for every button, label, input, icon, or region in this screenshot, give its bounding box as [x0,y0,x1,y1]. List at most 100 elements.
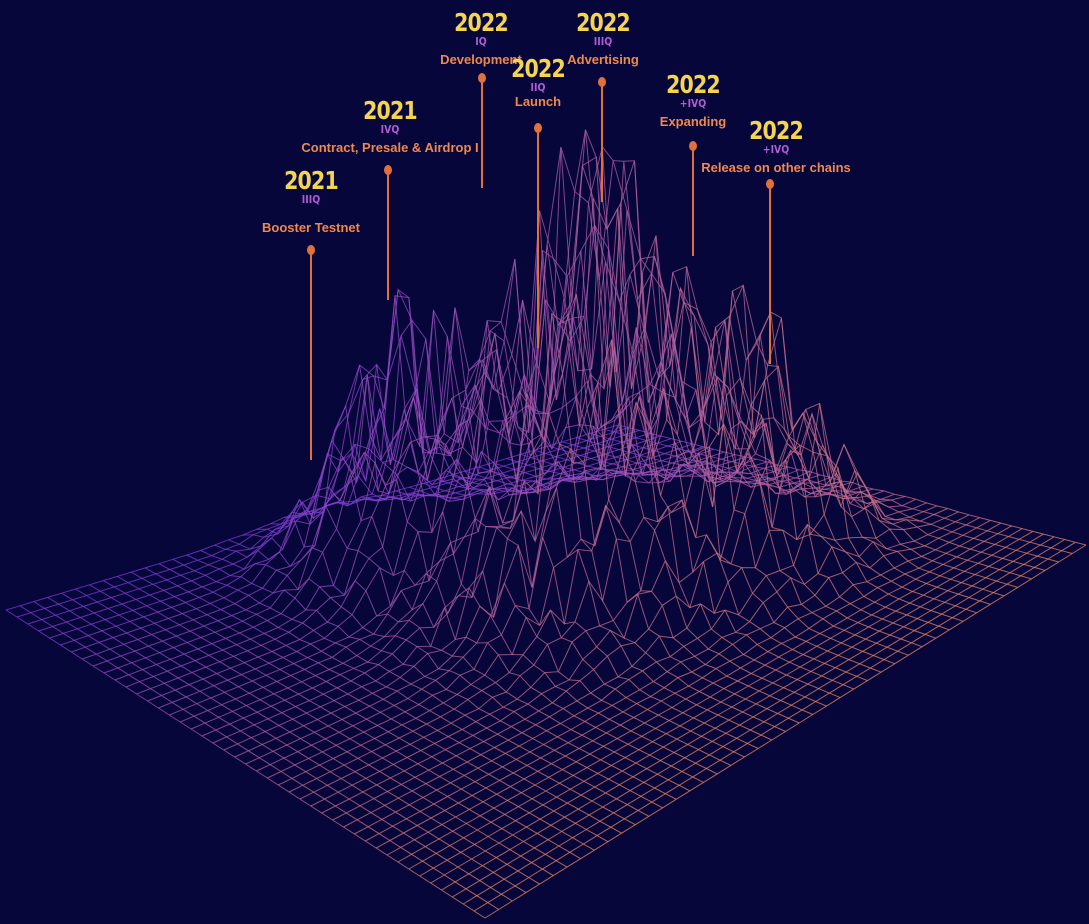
terrain-grid-line [72,599,84,607]
terrain-grid-line [491,420,504,472]
terrain-grid-line [1040,544,1052,549]
terrain-grid-line [815,701,827,707]
terrain-grid-line [824,662,836,669]
terrain-grid-line [418,704,430,712]
terrain-grid-line [396,466,408,475]
terrain-grid-line [557,736,569,744]
terrain-grid-line [894,493,906,497]
terrain-grid-line [663,687,676,694]
terrain-grid-line [154,622,166,631]
terrain-grid-line [503,878,516,887]
terrain-grid-line [976,527,988,532]
terrain-grid-line [663,746,675,753]
terrain-grid-line [590,692,602,701]
terrain-grid-line [158,563,171,570]
terrain-grid-line [1006,583,1018,588]
terrain-grid-line [777,366,790,437]
terrain-grid-line [773,622,785,629]
terrain-grid-line [697,471,709,483]
terrain-grid-line [103,672,116,681]
terrain-grid-line [687,743,699,751]
terrain-grid-line [936,505,948,509]
terrain-grid-line [462,391,474,448]
terrain-grid-line [615,456,627,461]
terrain-grid-line [751,673,763,679]
terrain-grid-line [605,792,617,800]
terrain-grid-line [403,663,414,667]
terrain-grid-line [138,588,151,596]
terrain-grid-line [560,723,572,730]
terrain-grid-line [561,831,573,839]
terrain-grid-line [297,751,309,759]
terrain-grid-line [791,412,804,430]
terrain-grid-line [86,595,98,603]
terrain-grid-line [183,564,195,572]
terrain-grid-line [780,700,792,706]
terrain-grid-line [618,522,631,542]
terrain-grid-line [317,486,329,491]
terrain-grid-line [709,446,721,560]
terrain-grid-line [585,630,598,648]
terrain-grid-line [80,617,92,625]
terrain-grid-line [395,750,408,758]
terrain-grid-line [513,711,526,720]
terrain-grid-line [479,490,491,495]
terrain-grid-line [816,441,828,457]
terrain-grid-line [620,645,633,667]
terrain-grid-line [251,737,263,745]
terrain-grid-line [233,655,245,664]
terrain-grid-line [885,516,897,521]
terrain-grid-line [1064,539,1076,543]
terrain-grid-line [47,596,59,605]
terrain-grid-line [462,656,475,670]
terrain-grid-line [595,474,607,477]
terrain-grid-line [319,764,331,773]
terrain-grid-line [282,657,294,665]
terrain-grid-line [903,529,915,542]
terrain-grid-line [832,679,844,686]
terrain-grid-line [302,784,314,793]
terrain-grid-line [254,668,267,676]
terrain-grid-line [180,665,193,673]
terrain-grid-line [750,405,762,417]
terrain-grid-line [307,657,319,664]
terrain-grid-line [132,609,144,618]
terrain-grid-line [542,537,554,568]
terrain-grid-line [482,801,495,809]
terrain-grid-line [568,313,580,427]
terrain-grid-line [797,679,809,685]
terrain-grid-line [691,464,703,467]
terrain-grid-line [1075,541,1087,546]
terrain-grid-line [336,528,348,549]
terrain-grid-line [626,593,639,603]
terrain-grid-line [537,770,549,778]
terrain-grid-line [443,702,455,710]
terrain-grid-line [844,629,856,636]
terrain-grid-line [488,421,500,434]
terrain-grid-line [553,810,565,818]
terrain-grid-line [341,719,354,727]
milestone-year: 2021 [363,96,418,125]
terrain-grid-line [533,664,545,674]
terrain-grid-line [709,696,722,703]
terrain-grid-line [613,160,624,162]
terrain-grid-line [354,511,959,835]
terrain-grid-line [325,505,337,529]
terrain-grid-line [529,435,542,457]
terrain-grid-line [81,658,94,667]
terrain-grid-line [661,272,674,370]
terrain-grid-line [222,558,234,565]
terrain-grid-line [446,859,459,868]
terrain-grid-line [762,602,775,623]
terrain-grid-line [933,598,945,603]
terrain-grid-line [477,829,489,837]
terrain-grid-line [422,310,434,453]
terrain-grid-line [212,742,224,751]
terrain-grid-line [523,841,535,849]
terrain-grid-line [696,704,708,711]
terrain-grid-line [869,495,881,500]
terrain-grid-line [430,882,442,891]
terrain-grid-line [935,549,947,554]
terrain-grid-line [567,802,579,810]
terrain-grid-line [570,729,583,736]
